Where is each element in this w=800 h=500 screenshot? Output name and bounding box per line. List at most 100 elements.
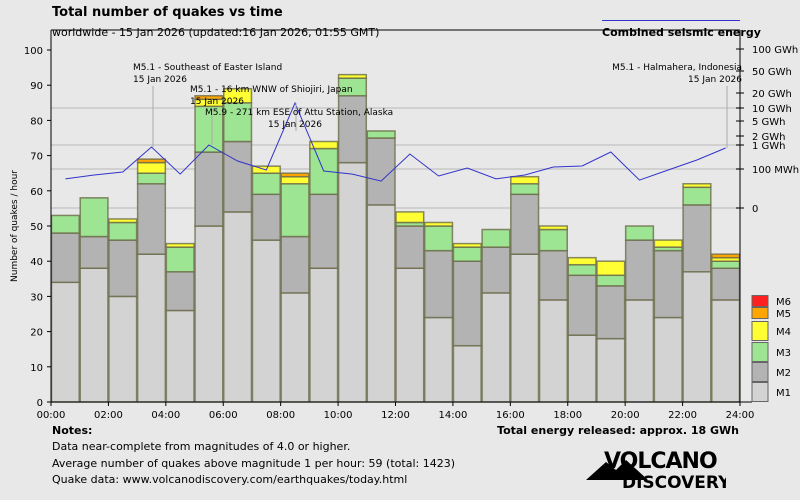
bar-m3 xyxy=(136,172,167,185)
bar-m3 xyxy=(423,225,454,252)
legend-swatch-m1 xyxy=(751,382,769,402)
quake-chart: 0 10 20 30 40 50 60 70 80 90 100 00:00 02:00 04:00 06:… xyxy=(10,29,799,420)
bar-m5 xyxy=(280,172,310,178)
bar-m2 xyxy=(481,246,511,294)
energy-legend-label: Combined seismic energy xyxy=(602,26,761,39)
x-tick-label: 24:00 xyxy=(726,410,755,420)
annotation-date: 15 Jan 2026 xyxy=(133,75,187,85)
bar-m2 xyxy=(194,151,224,227)
bar-m2 xyxy=(251,193,281,241)
bar-m4 xyxy=(423,221,454,227)
bar-m2 xyxy=(309,193,339,269)
bar-m1 xyxy=(596,337,626,403)
bar-m2 xyxy=(337,95,368,164)
bar-m1 xyxy=(136,253,167,403)
y-tick-label: 30 xyxy=(30,292,43,303)
annotation-text: M5.9 - 271 km ESE of Attu Station, Alask… xyxy=(205,108,393,118)
energy-tick-label: 0 xyxy=(752,204,758,215)
bar-m2 xyxy=(452,260,482,347)
legend-swatch-m3 xyxy=(751,342,769,362)
legend-label: M6 xyxy=(776,297,791,308)
x-tick-label: 18:00 xyxy=(553,410,582,420)
bar-m2 xyxy=(596,285,626,340)
energy-tick-label: 1 GWh xyxy=(752,141,786,152)
bar-m4 xyxy=(309,140,339,150)
bar-m4 xyxy=(108,218,138,224)
energy-tick-label: 5 GWh xyxy=(752,117,786,128)
bar-m4 xyxy=(165,242,195,248)
bar-m3 xyxy=(280,183,310,238)
y-tick-label: 20 xyxy=(30,328,43,339)
bar-m3 xyxy=(50,214,80,234)
bar-m1 xyxy=(337,161,368,403)
svg-text:VOLCANO: VOLCANO xyxy=(604,449,717,474)
x-tick-label: 10:00 xyxy=(324,410,353,420)
bar-m3 xyxy=(223,102,253,143)
bar-m2 xyxy=(50,232,80,284)
bar-m4 xyxy=(337,73,368,79)
bar-m1 xyxy=(481,292,511,403)
legend-label: M5 xyxy=(776,309,791,320)
bar-m1 xyxy=(538,299,569,403)
bar-m3 xyxy=(165,246,195,273)
y-tick-label: 80 xyxy=(30,116,43,127)
bar-m2 xyxy=(711,267,741,301)
legend-swatch-m6 xyxy=(751,295,769,307)
legend-label: M3 xyxy=(776,348,791,359)
annotation-date: 15 Jan 2026 xyxy=(688,75,742,85)
bar-m4 xyxy=(395,211,425,224)
bar-m1 xyxy=(711,299,741,403)
bar-m1 xyxy=(50,281,80,403)
bar-m1 xyxy=(682,271,712,403)
bar-m5 xyxy=(711,253,741,259)
bar-m2 xyxy=(682,204,712,273)
bar-m4 xyxy=(653,239,683,248)
bar-m1 xyxy=(108,295,138,403)
y-tick-label: 70 xyxy=(30,152,43,163)
bar-m4 xyxy=(596,260,626,277)
x-tick-label: 00:00 xyxy=(37,410,66,420)
bar-m1 xyxy=(395,267,425,403)
bar-m1 xyxy=(423,316,454,403)
x-tick-label: 02:00 xyxy=(94,410,123,420)
x-tick-label: 12:00 xyxy=(381,410,410,420)
bar-m1 xyxy=(653,316,683,403)
y-tick-label: 50 xyxy=(30,222,43,233)
bar-m1 xyxy=(567,334,597,403)
bar-m4 xyxy=(682,183,712,189)
bar-m2 xyxy=(653,249,683,319)
y-tick-label: 40 xyxy=(30,257,43,268)
bar-m1 xyxy=(79,267,109,403)
bar-m3 xyxy=(510,183,540,196)
bar-m2 xyxy=(79,235,109,269)
y-axis-label: Number of quakes / hour xyxy=(10,170,20,282)
bar-m2 xyxy=(510,193,540,255)
x-tick-label: 08:00 xyxy=(266,410,295,420)
bar-m2 xyxy=(280,235,310,294)
bar-m3 xyxy=(108,221,138,241)
bar-m1 xyxy=(366,204,396,403)
bar-m2 xyxy=(538,249,569,301)
x-tick-label: 06:00 xyxy=(209,410,238,420)
bar-m4 xyxy=(280,175,310,185)
bar-m5 xyxy=(194,95,224,101)
bar-m1 xyxy=(510,253,540,403)
energy-legend-line xyxy=(602,20,740,21)
annotation-text: M5.1 - Southeast of Easter Island xyxy=(133,63,282,73)
y-tick-label: 60 xyxy=(30,187,43,198)
energy-tick-label: 2 GWh xyxy=(752,132,786,143)
y-tick-label: 0 xyxy=(37,398,43,409)
energy-tick-label: 100 GWh xyxy=(752,45,798,56)
bar-m2 xyxy=(165,271,195,312)
y-tick-label: 100 xyxy=(24,46,43,57)
note-line: Average number of quakes above magnitude… xyxy=(52,457,455,470)
x-tick-label: 04:00 xyxy=(151,410,180,420)
legend-swatch-m5 xyxy=(751,307,769,319)
bar-m1 xyxy=(165,309,195,403)
note-line: Data near-complete from magnitudes of 4.… xyxy=(52,440,351,453)
bar-m2 xyxy=(423,249,454,319)
bar-m1 xyxy=(223,211,253,403)
bar-m5 xyxy=(136,158,167,164)
bar-m3 xyxy=(567,263,597,277)
bar-m3 xyxy=(366,130,396,139)
